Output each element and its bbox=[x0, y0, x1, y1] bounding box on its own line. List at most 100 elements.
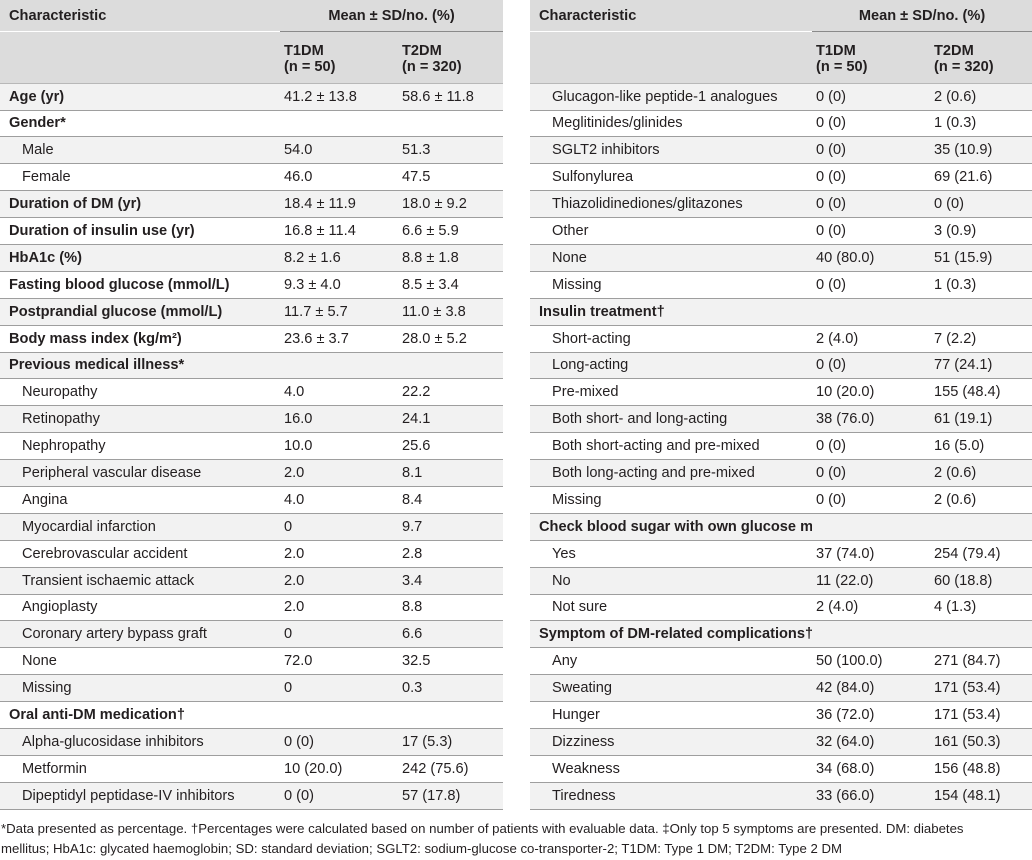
cell-t1dm: 0 (0) bbox=[812, 110, 930, 138]
cell-t1dm: 0 (0) bbox=[280, 728, 398, 756]
row-label: Not sure bbox=[530, 594, 812, 622]
cell-t1dm: 0 bbox=[280, 620, 398, 649]
header-mean-sd: Mean ± SD/no. (%) bbox=[812, 0, 1032, 32]
cell-t2dm: 18.0 ± 9.2 bbox=[398, 190, 504, 219]
row-label: Angina bbox=[0, 486, 280, 514]
cell-t1dm: 8.2 ± 1.6 bbox=[280, 244, 398, 272]
cell-t1dm: 41.2 ± 13.8 bbox=[280, 83, 398, 111]
cell-t2dm bbox=[930, 513, 1032, 541]
row-label: Hunger bbox=[530, 701, 812, 729]
row-label: Insulin treatment† bbox=[530, 298, 812, 326]
table-row: Both short-acting and pre-mixed 0 (0) 16 (… bbox=[530, 432, 1032, 461]
table-row: Yes 37 (74.0) 254 (79.4) bbox=[530, 540, 1032, 568]
cell-t1dm: 16.8 ± 11.4 bbox=[280, 217, 398, 245]
row-label: Coronary artery bypass graft bbox=[0, 620, 280, 649]
cell-t1dm bbox=[280, 352, 398, 380]
row-label: None bbox=[530, 244, 812, 272]
table-row: Hunger 36 (72.0) 171 (53.4) bbox=[530, 701, 1032, 729]
section-row: Duration of insulin use (yr) 16.8 ± 11.4 6… bbox=[0, 217, 504, 245]
cell-t2dm: 69 (21.6) bbox=[930, 163, 1032, 192]
table-row: Nephropathy 10.0 25.6 bbox=[0, 432, 504, 461]
row-label: Both short- and long-acting bbox=[530, 405, 812, 434]
table-row: Cerebrovascular accident 2.0 2.8 bbox=[0, 540, 504, 568]
cell-t1dm: 34 (68.0) bbox=[812, 755, 930, 783]
section-row: Check blood sugar with own glucose meter… bbox=[530, 513, 1032, 541]
row-label: None bbox=[0, 647, 280, 676]
cell-t2dm: 11.0 ± 3.8 bbox=[398, 298, 504, 326]
cell-t1dm: 2.0 bbox=[280, 459, 398, 487]
cell-t2dm: 3.4 bbox=[398, 567, 504, 595]
cell-t2dm: 22.2 bbox=[398, 378, 504, 407]
row-label: Short-acting bbox=[530, 325, 812, 353]
row-label: Female bbox=[0, 163, 280, 192]
cell-t2dm: 0 (0) bbox=[930, 190, 1032, 219]
cell-t2dm: 32.5 bbox=[398, 647, 504, 676]
cell-t2dm: 47.5 bbox=[398, 163, 504, 192]
cell-t2dm: 6.6 bbox=[398, 620, 504, 649]
cell-t2dm: 242 (75.6) bbox=[398, 755, 504, 783]
row-label: HbA1c (%) bbox=[0, 244, 280, 272]
table-row: Neuropathy 4.0 22.2 bbox=[0, 378, 504, 407]
table-body-left: Age (yr) 41.2 ± 13.8 58.6 ± 11.8 Gender* Mal… bbox=[0, 83, 504, 810]
row-label: Weakness bbox=[530, 755, 812, 783]
row-label: Myocardial infarction bbox=[0, 513, 280, 541]
cell-t1dm: 11 (22.0) bbox=[812, 567, 930, 595]
cell-t2dm: 7 (2.2) bbox=[930, 325, 1032, 353]
cell-t1dm: 11.7 ± 5.7 bbox=[280, 298, 398, 326]
row-label: Tiredness bbox=[530, 782, 812, 810]
cell-t1dm: 18.4 ± 11.9 bbox=[280, 190, 398, 219]
cell-t2dm: 28.0 ± 5.2 bbox=[398, 325, 504, 353]
row-label: Angioplasty bbox=[0, 594, 280, 622]
section-row: Symptom of DM-related complications†,‡ bbox=[530, 620, 1032, 649]
table-row: Transient ischaemic attack 2.0 3.4 bbox=[0, 567, 504, 595]
table-row: Metformin 10 (20.0) 242 (75.6) bbox=[0, 755, 504, 783]
cell-t2dm: 3 (0.9) bbox=[930, 217, 1032, 245]
cell-t2dm: 4 (1.3) bbox=[930, 594, 1032, 622]
header-t1dm-n: (n = 50) bbox=[812, 59, 930, 84]
table-right-panel: Characteristic Mean ± SD/no. (%) T1DM T2… bbox=[530, 0, 1032, 810]
cell-t1dm: 37 (74.0) bbox=[812, 540, 930, 568]
table-row: SGLT2 inhibitors 0 (0) 35 (10.9) bbox=[530, 136, 1032, 165]
row-label: Age (yr) bbox=[0, 83, 280, 111]
header-characteristic: Characteristic bbox=[0, 0, 280, 32]
header-t2dm: T2DM bbox=[398, 31, 504, 59]
table-row: Pre-mixed 10 (20.0) 155 (48.4) bbox=[530, 378, 1032, 407]
cell-t1dm: 10 (20.0) bbox=[280, 755, 398, 783]
cell-t2dm: 161 (50.3) bbox=[930, 728, 1032, 756]
row-label: Body mass index (kg/m²) bbox=[0, 325, 280, 353]
cell-t1dm: 0 (0) bbox=[812, 352, 930, 380]
table-row: No 11 (22.0) 60 (18.8) bbox=[530, 567, 1032, 595]
section-row: Oral anti-DM medication† bbox=[0, 701, 504, 729]
table-row: Glucagon-like peptide-1 analogues 0 (0) 2 … bbox=[530, 83, 1032, 111]
cell-t2dm: 58.6 ± 11.8 bbox=[398, 83, 504, 111]
row-label: Check blood sugar with own glucose meter… bbox=[530, 513, 812, 541]
table-row: Short-acting 2 (4.0) 7 (2.2) bbox=[530, 325, 1032, 353]
cell-t2dm bbox=[930, 620, 1032, 649]
table-row: Thiazolidinediones/glitazones 0 (0) 0 (0) bbox=[530, 190, 1032, 219]
cell-t2dm: 51 (15.9) bbox=[930, 244, 1032, 272]
header-t2dm-n: (n = 320) bbox=[398, 59, 504, 84]
table-row: Missing 0 (0) 1 (0.3) bbox=[530, 271, 1032, 299]
cell-t1dm: 0 bbox=[280, 674, 398, 703]
cell-t2dm: 155 (48.4) bbox=[930, 378, 1032, 407]
cell-t2dm: 156 (48.8) bbox=[930, 755, 1032, 783]
section-row: Duration of DM (yr) 18.4 ± 11.9 18.0 ± 9.2 bbox=[0, 190, 504, 219]
cell-t1dm: 2 (4.0) bbox=[812, 594, 930, 622]
cell-t2dm: 61 (19.1) bbox=[930, 405, 1032, 434]
row-label: Retinopathy bbox=[0, 405, 280, 434]
cell-t1dm: 0 (0) bbox=[812, 271, 930, 299]
section-row: HbA1c (%) 8.2 ± 1.6 8.8 ± 1.8 bbox=[0, 244, 504, 272]
cell-t1dm: 0 (0) bbox=[812, 486, 930, 514]
cell-t1dm bbox=[280, 701, 398, 729]
row-label: Neuropathy bbox=[0, 378, 280, 407]
table-row: Retinopathy 16.0 24.1 bbox=[0, 405, 504, 434]
cell-t1dm: 0 bbox=[280, 513, 398, 541]
cell-t1dm: 50 (100.0) bbox=[812, 647, 930, 676]
header-mean-sd: Mean ± SD/no. (%) bbox=[280, 0, 504, 32]
table-row: None 40 (80.0) 51 (15.9) bbox=[530, 244, 1032, 272]
section-row: Gender* bbox=[0, 110, 504, 138]
cell-t2dm: 57 (17.8) bbox=[398, 782, 504, 810]
row-label: No bbox=[530, 567, 812, 595]
row-label: Peripheral vascular disease bbox=[0, 459, 280, 487]
